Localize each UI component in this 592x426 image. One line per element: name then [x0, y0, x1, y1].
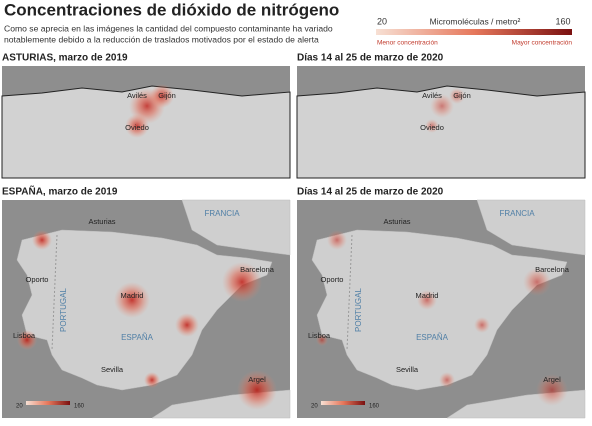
hotspot — [536, 374, 568, 406]
scale-bar — [26, 401, 70, 405]
border — [51, 234, 58, 351]
place-label: Sevilla — [101, 365, 124, 374]
hotspot — [439, 372, 455, 388]
place-label: ESPAÑA — [416, 333, 449, 342]
place-label: Oviedo — [420, 123, 444, 132]
legend-high: Mayor concentración — [512, 40, 573, 47]
scale-min: 20 — [16, 404, 23, 410]
place-label: ESPAÑA — [121, 333, 154, 342]
legend-bar — [376, 29, 572, 35]
place-label: Barcelona — [535, 265, 570, 274]
place-label: Barcelona — [240, 265, 275, 274]
place-label: Avilés — [127, 91, 147, 100]
border — [346, 234, 353, 351]
place-label: Madrid — [416, 291, 439, 300]
place-label: Oporto — [321, 275, 344, 284]
land — [311, 229, 568, 391]
place-label: Asturias — [88, 217, 115, 226]
place-label: PORTUGAL — [354, 288, 363, 332]
hotspot — [114, 282, 150, 318]
map: Avilés Gijón Oviedo — [1, 66, 291, 179]
hotspot — [222, 262, 262, 302]
map: Avilés Gijón Oviedo — [296, 66, 586, 179]
hotspot — [417, 290, 437, 310]
place-label: Madrid — [121, 291, 144, 300]
map: Asturias FRANCIA Oporto Barcelona Madrid PORT… — [2, 199, 291, 419]
place-label: Oviedo — [125, 123, 149, 132]
place-label: Lisboa — [308, 331, 331, 340]
scale-max: 160 — [74, 404, 85, 410]
hotspot — [474, 317, 490, 333]
panel-title: ESPAÑA, marzo de 2019 — [2, 185, 118, 198]
hotspot — [150, 84, 174, 108]
legend-unit: Micromoléculas / metro² — [430, 16, 521, 26]
subtitle: notablemente debido a la reducción de tr… — [4, 34, 319, 44]
scale-min: 20 — [311, 404, 318, 410]
hotspot — [425, 119, 439, 133]
place-label: FRANCIA — [204, 209, 240, 218]
legend-max: 160 — [555, 16, 570, 26]
place-label: Sevilla — [396, 365, 419, 374]
hotspot — [237, 370, 277, 410]
hotspot — [430, 94, 454, 118]
hotspot — [17, 330, 37, 350]
maps: ASTURIAS, marzo de 2019 Avilés Gijón Oviedo… — [1, 53, 586, 419]
place-label: Gijón — [453, 91, 471, 100]
title: Concentraciones de dióxido de nitrógeno — [4, 0, 339, 19]
hotspot — [327, 230, 347, 250]
panel-title: Días 14 al 25 de marzo de 2020 — [297, 53, 444, 64]
hotspot — [449, 88, 465, 104]
hotspot — [175, 313, 199, 337]
panel-title: Días 14 al 25 de marzo de 2020 — [297, 187, 444, 198]
land — [181, 199, 291, 256]
panel-title: ASTURIAS, marzo de 2019 — [2, 53, 128, 64]
legend-min: 20 — [377, 16, 387, 26]
scale-max: 160 — [369, 404, 380, 410]
place-label: Argel — [543, 375, 561, 384]
place-label: Gijón — [158, 91, 176, 100]
place-label: FRANCIA — [499, 209, 535, 218]
land — [476, 199, 586, 256]
place-label: Asturias — [383, 217, 410, 226]
scale-bar — [321, 401, 365, 405]
hotspot — [523, 268, 551, 296]
map: Asturias FRANCIA Oporto Barcelona Madrid PORT… — [297, 199, 586, 419]
place-label: PORTUGAL — [59, 288, 68, 332]
place-label: Argel — [248, 375, 266, 384]
legend-low: Menor concentración — [377, 40, 438, 47]
place-label: Avilés — [422, 91, 442, 100]
place-label: Oporto — [26, 275, 49, 284]
subtitle: Como se aprecia en las imágenes la canti… — [4, 23, 333, 33]
hotspot — [144, 372, 160, 388]
hotspot — [316, 334, 328, 346]
hotspot — [125, 114, 149, 138]
place-label: Lisboa — [13, 331, 36, 340]
hotspot — [32, 230, 52, 250]
land — [296, 85, 586, 179]
